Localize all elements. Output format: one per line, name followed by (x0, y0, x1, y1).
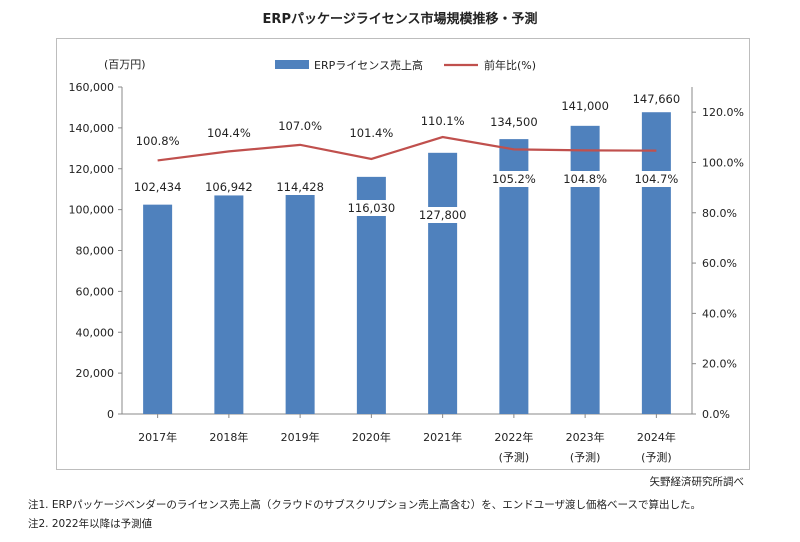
x-category-sublabel: (予測) (641, 450, 672, 464)
right-tick-label: 20.0% (702, 358, 737, 371)
bar-2023年 (570, 125, 600, 415)
left-tick-label: 140,000 (69, 122, 115, 135)
left-tick-label: 20,000 (76, 367, 115, 380)
line-label-bg (417, 113, 469, 129)
right-tick-label: 0.0% (702, 408, 730, 421)
left-tick-label: 80,000 (76, 245, 115, 258)
chart-title: ERPパッケージライセンス市場規模推移・予測 (262, 12, 538, 27)
bar-value-label: 141,000 (561, 99, 609, 113)
left-tick-label: 160,000 (69, 81, 115, 94)
bar-label-bg (128, 179, 187, 195)
bar-label-bg (342, 200, 401, 216)
left-tick-label: 60,000 (76, 285, 115, 298)
bar-2020年 (356, 176, 386, 414)
bar-value-label: 106,942 (205, 180, 253, 194)
bar-label-bg (413, 207, 472, 223)
bar-value-label: 127,800 (419, 208, 467, 222)
right-tick-label: 60.0% (702, 257, 737, 270)
bar-2024年 (641, 112, 671, 414)
left-tick-label: 40,000 (76, 326, 115, 339)
right-tick-label: 80.0% (702, 207, 737, 220)
bar-value-label: 147,660 (633, 92, 681, 106)
x-category-sublabel: (予測) (570, 450, 601, 464)
rate-value-label: 101.4% (349, 126, 393, 140)
x-category-label: 2017年 (138, 430, 177, 444)
right-tick-label: 120.0% (702, 106, 744, 119)
legend-bar-label: ERPライセンス売上高 (314, 58, 423, 72)
bar-label-bg (627, 91, 686, 107)
x-category-label: 2021年 (423, 430, 462, 444)
x-category-label: 2024年 (637, 430, 676, 444)
growth-rate-line (157, 135, 657, 162)
x-category-label: 2018年 (209, 430, 248, 444)
left-axis-unit-label: (百万円) (104, 58, 146, 71)
bar-value-label: 134,500 (490, 115, 538, 129)
legend-line-label: 前年比(%) (484, 58, 536, 72)
rate-value-label: 100.8% (136, 134, 180, 148)
bar-label-bg (484, 114, 544, 130)
legend-bar-swatch (275, 60, 309, 69)
line-label-bg (132, 133, 184, 149)
bar-value-label: 116,030 (348, 201, 396, 215)
rate-value-label: 110.1% (421, 114, 465, 128)
bar-label-bg (555, 98, 615, 114)
rate-value-label: 104.4% (207, 126, 251, 140)
left-tick-label: 100,000 (69, 204, 115, 217)
footnote-2: 注2. 2022年以降は予測値 (28, 518, 153, 530)
x-category-label: 2022年 (494, 430, 533, 444)
rate-value-label: 107.0% (278, 119, 322, 133)
right-tick-label: 100.0% (702, 156, 744, 169)
bar-label-bg (270, 179, 330, 195)
line-label-bg (559, 171, 611, 187)
rate-value-label: 104.7% (634, 172, 678, 186)
bar-2021年 (428, 152, 458, 414)
line-label-bg (345, 125, 397, 141)
line-label-bg (630, 171, 682, 187)
rate-value-label: 105.2% (492, 172, 536, 186)
line-label-bg (274, 118, 326, 134)
bar-2017年 (143, 204, 173, 414)
right-tick-label: 40.0% (702, 307, 737, 320)
x-category-label: 2020年 (352, 430, 391, 444)
bar-2019年 (285, 180, 315, 414)
line-label-bg (488, 171, 540, 187)
footnote-1: 注1. ERPパッケージベンダーのライセンス売上高（クラウドのサブスクリプション… (28, 499, 701, 511)
x-category-label: 2023年 (566, 430, 605, 444)
x-category-sublabel: (予測) (499, 450, 530, 464)
bar-value-label: 114,428 (276, 180, 324, 194)
line-label-bg (203, 125, 255, 141)
bar-label-bg (199, 179, 259, 195)
bar-value-label: 102,434 (134, 180, 182, 194)
left-tick-label: 0 (107, 408, 114, 421)
left-tick-label: 120,000 (69, 163, 115, 176)
source-note: 矢野経済研究所調べ (649, 476, 745, 488)
bar-2018年 (214, 195, 244, 414)
rate-value-label: 104.8% (563, 172, 607, 186)
x-category-label: 2019年 (281, 430, 320, 444)
